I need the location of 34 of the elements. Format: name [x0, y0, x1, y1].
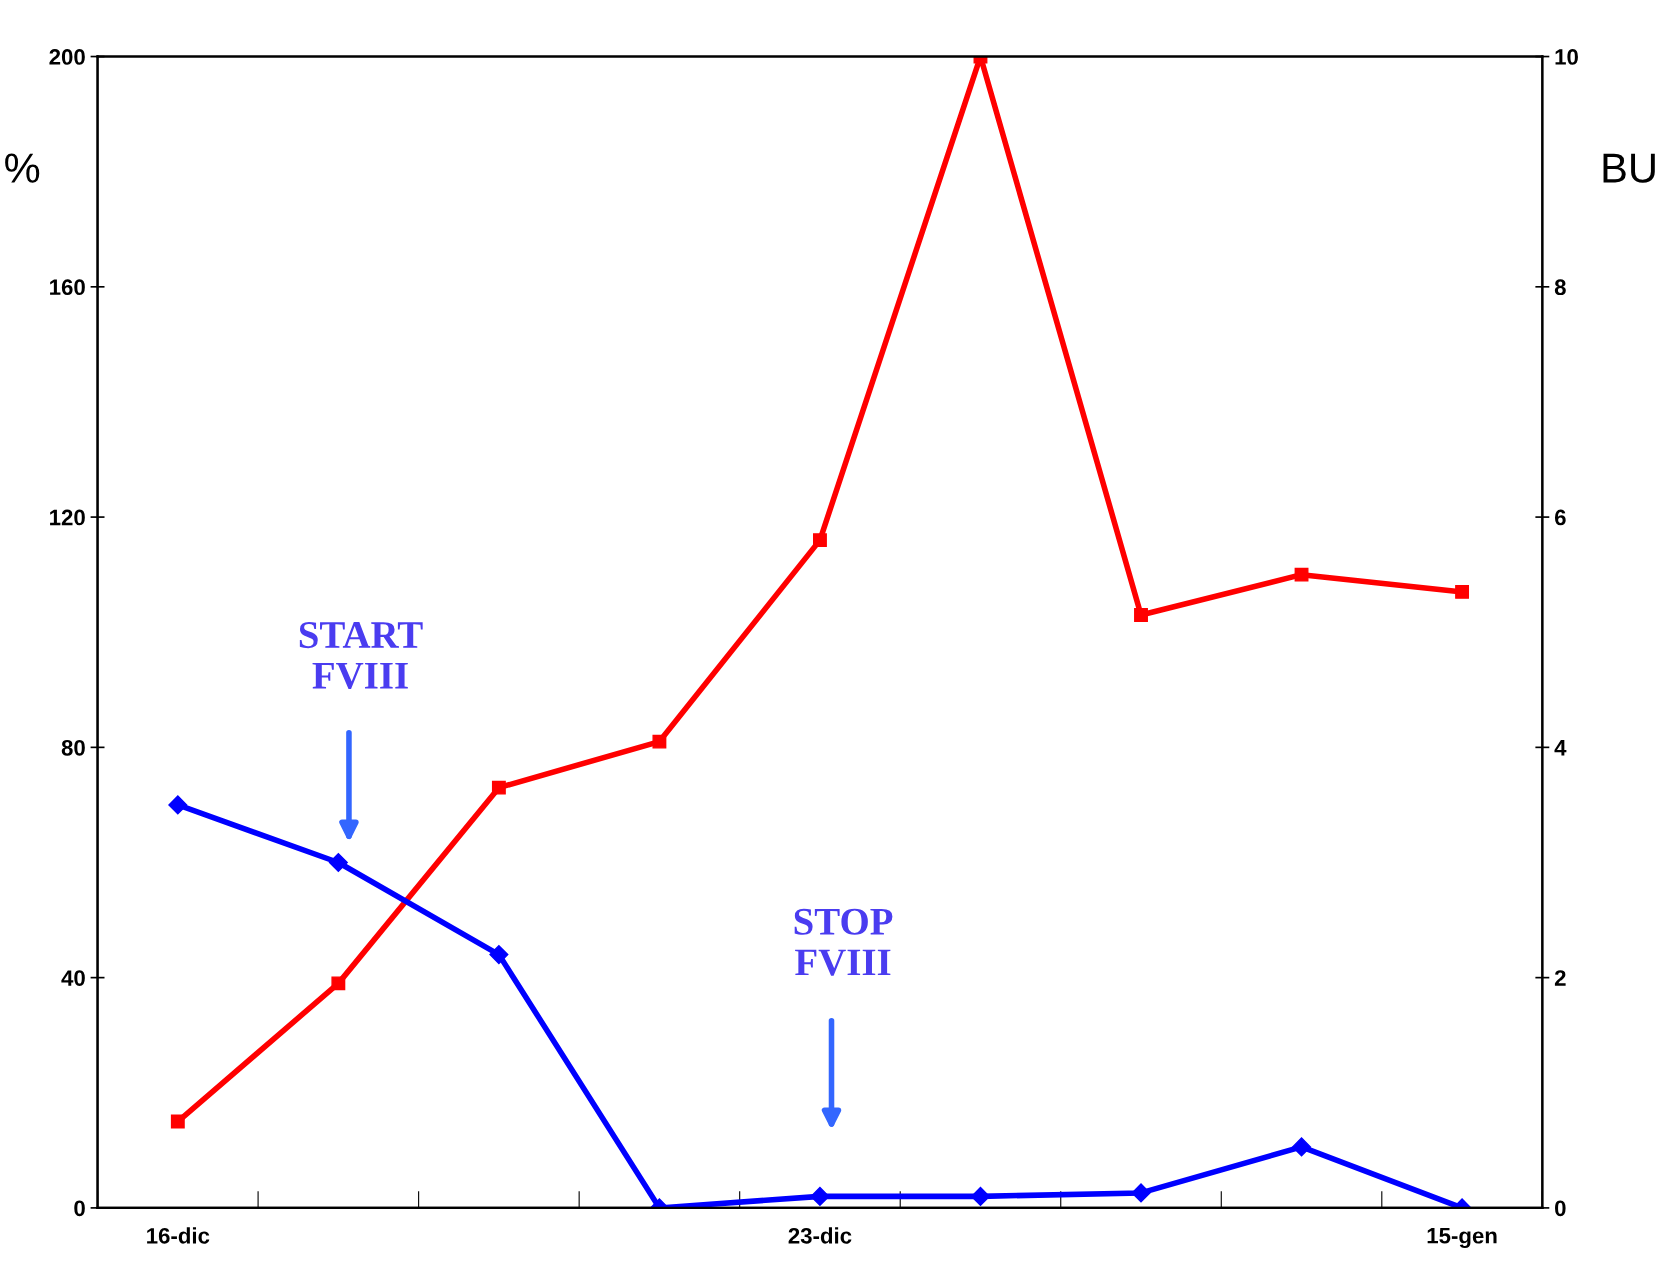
x-tick-label: 23-dic [788, 1227, 852, 1244]
point [1131, 1183, 1151, 1203]
point [331, 976, 346, 991]
x-tick-label: 15-gen [1427, 1228, 1497, 1249]
point [1292, 1137, 1312, 1157]
point [489, 945, 509, 965]
x-tick-label: 16-dic [147, 1227, 210, 1244]
point [652, 734, 667, 749]
point [813, 533, 827, 548]
y2-tick-label: 2 [1554, 970, 1566, 986]
y-tick-label: 80 [61, 739, 85, 756]
y-axis-title: % [5, 153, 40, 183]
y2-axis-title: BU [1603, 153, 1655, 183]
y2-tick-label: 4 [1554, 740, 1567, 756]
point [1134, 608, 1148, 622]
y2-tick-label: 6 [1554, 509, 1566, 526]
point [328, 852, 348, 873]
annotation: STOP FVIII [794, 908, 893, 976]
y2-tick-label: 0 [1555, 1200, 1566, 1217]
point [170, 1114, 185, 1129]
y-tick-label: 40 [61, 970, 85, 986]
y2-tick-label: 10 [1555, 49, 1578, 65]
point [810, 1186, 830, 1206]
y-tick-label: 0 [74, 1200, 85, 1217]
point [491, 780, 506, 795]
point [1455, 584, 1470, 599]
point [970, 1186, 991, 1206]
point [168, 795, 188, 815]
y2-tick-label: 8 [1554, 279, 1566, 296]
y-tick-label: 160 [50, 279, 85, 296]
annotation: START FVIII [299, 622, 423, 689]
y-tick-label: 200 [49, 49, 85, 65]
y-tick-label: 120 [50, 509, 85, 526]
point [1294, 567, 1309, 582]
